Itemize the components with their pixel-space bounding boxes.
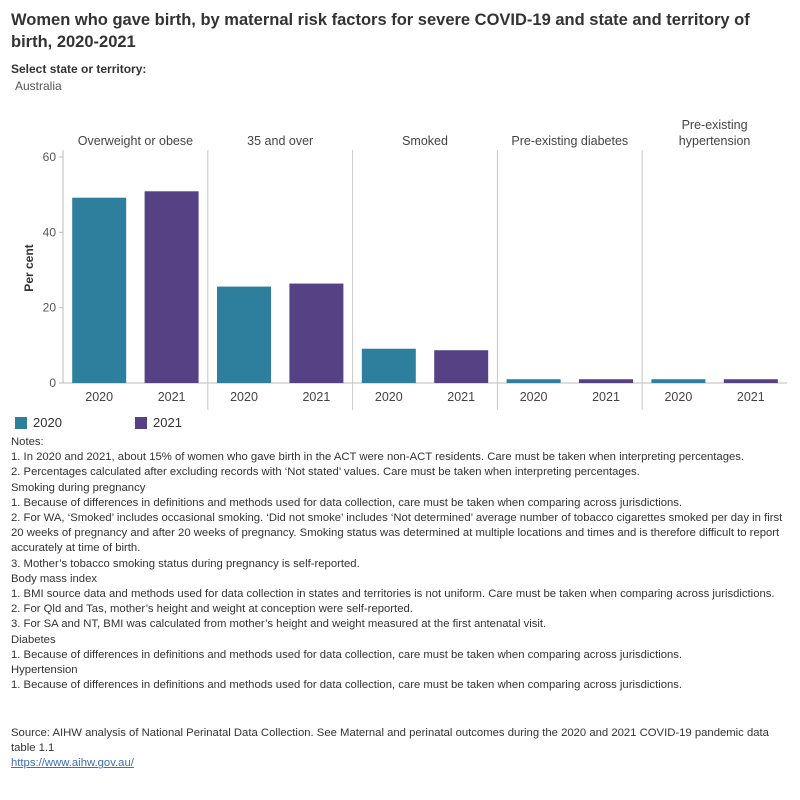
panel-header: Pre-existing diabetes [511, 134, 628, 148]
panel-header: Overweight or obese [78, 134, 193, 148]
chart-title: Women who gave birth, by maternal risk f… [11, 11, 750, 51]
bar-2020 [651, 379, 706, 383]
x-tick-label: 2021 [592, 390, 620, 404]
state-filter-dropdown[interactable]: Australia [15, 79, 62, 93]
note-line: Notes: [11, 436, 44, 448]
y-axis-label: Per cent [22, 244, 36, 291]
note-line: 1. Because of differences in definitions… [11, 648, 683, 661]
source-text: Source: AIHW analysis of National Perina… [11, 727, 769, 755]
bar-2021 [579, 379, 633, 383]
note-line: 1. Because of differences in definitions… [11, 496, 683, 509]
panel-header: 35 and over [247, 134, 313, 148]
bar-2020 [506, 379, 561, 383]
legend-label: 2020 [33, 415, 62, 430]
x-tick-label: 2021 [302, 390, 330, 404]
note-line: Diabetes [11, 633, 56, 646]
panel-header: Pre-existing hypertension [679, 118, 751, 148]
x-tick-label: 2021 [737, 390, 765, 404]
y-tick-label: 0 [49, 376, 56, 390]
bar-2020 [361, 348, 416, 383]
y-tick-label: 40 [43, 225, 57, 239]
bar-2021 [434, 350, 489, 383]
bar-2021 [723, 379, 778, 383]
note-line: 3. Mother’s tobacco smoking status durin… [11, 557, 360, 570]
note-line: 1. In 2020 and 2021, about 15% of women … [11, 451, 745, 464]
note-line: 2. For WA, ‘Smoked’ includes occasional … [11, 512, 783, 555]
legend-item-2021: 2021 [135, 415, 182, 430]
legend-swatch [135, 416, 147, 429]
bar-2020 [72, 197, 127, 383]
x-tick-label: 2020 [230, 390, 258, 404]
source-link[interactable]: https://www.aihw.gov.au/ [11, 757, 134, 770]
x-tick-label: 2020 [375, 390, 403, 404]
bar-2021 [144, 191, 199, 383]
note-line: 1. BMI source data and methods used for … [11, 588, 775, 601]
panel-header: Smoked [402, 134, 448, 148]
legend-item-2020: 2020 [15, 415, 62, 430]
filter-label: Select state or territory: [11, 62, 147, 76]
bar-2021 [289, 283, 344, 383]
x-tick-label: 2020 [520, 390, 548, 404]
legend-swatch [15, 416, 27, 429]
note-line: Smoking during pregnancy [11, 481, 146, 494]
note-line: 2. For Qld and Tas, mother’s height and … [11, 603, 413, 616]
legend-label: 2021 [153, 415, 182, 430]
y-tick-label: 60 [43, 150, 57, 164]
y-tick-label: 20 [43, 301, 57, 315]
x-tick-label: 2020 [664, 390, 692, 404]
bar-2020 [217, 286, 271, 383]
x-tick-label: 2020 [85, 390, 113, 404]
notes: Notes: 1. In 2020 and 2021, about 15% of … [11, 435, 796, 693]
note-line: 2. Percentages calculated after excludin… [11, 466, 640, 479]
bar-chart: Per cent 0 20 40 60 Overweight or obese 2020 20… [22, 118, 787, 410]
note-line: 3. For SA and NT, BMI was calculated fro… [11, 618, 547, 631]
note-line: Body mass index [11, 572, 98, 585]
note-line: Hypertension [11, 664, 78, 677]
x-tick-label: 2021 [447, 390, 475, 404]
note-line: 1. Because of differences in definitions… [11, 679, 683, 692]
source: Source: AIHW analysis of National Perina… [11, 726, 796, 772]
x-tick-label: 2021 [158, 390, 186, 404]
